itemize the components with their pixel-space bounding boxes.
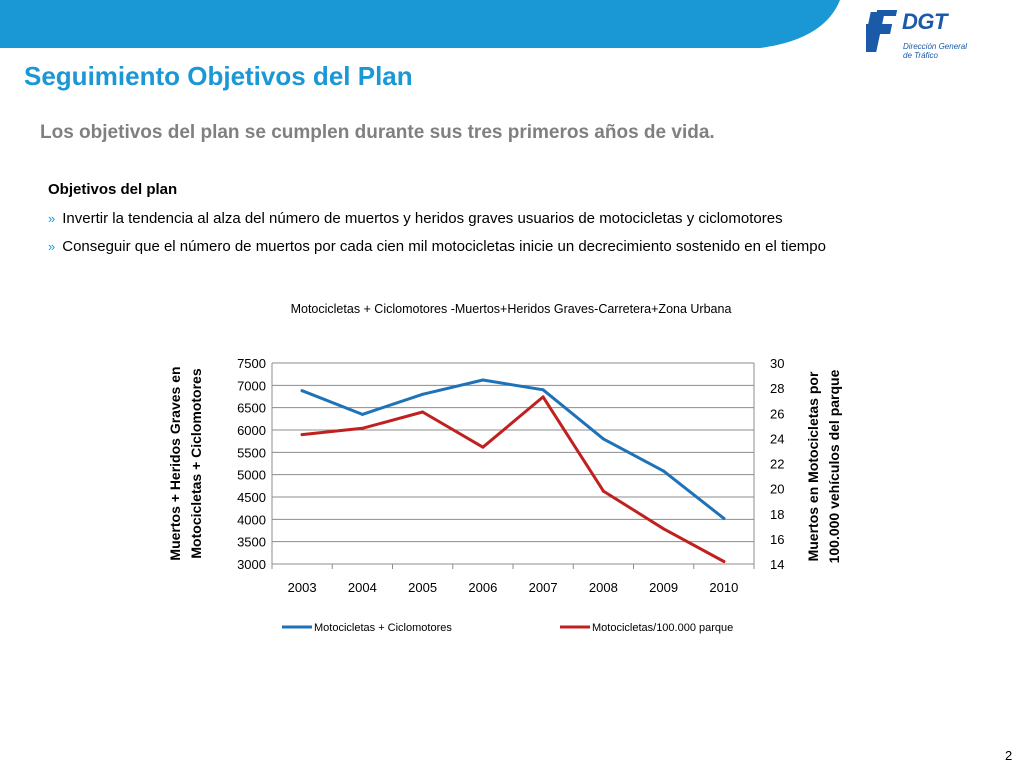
y-left-tick-label: 4500 [237, 490, 266, 505]
y-left-tick-label: 5000 [237, 468, 266, 483]
page-number: 2 [1005, 748, 1013, 763]
y-left-tick-label: 4000 [237, 512, 266, 527]
data-point [360, 412, 364, 416]
data-point [481, 378, 485, 382]
chart-title: Motocicletas + Ciclomotores -Muertos+Her… [291, 302, 732, 316]
y-left-tick-label: 6000 [237, 423, 266, 438]
dgt-logo [866, 10, 898, 52]
bullet-marker: » [48, 239, 56, 254]
logo-subtitle-line1: Dirección General [903, 42, 968, 51]
y-left-axis-label-line2: Motocicletas + Ciclomotores [188, 368, 204, 558]
y-right-tick-label: 18 [770, 507, 784, 522]
objective-item: » Conseguir que el número de muertos por … [48, 237, 826, 265]
legend-label: Motocicletas/100.000 parque [592, 622, 733, 634]
y-right-tick-label: 20 [770, 482, 784, 497]
logo-subtitle-line2: de Tráfico [903, 51, 938, 60]
logo-subtitle: Dirección General de Tráfico [903, 42, 967, 60]
bullet-marker: » [48, 211, 56, 226]
y-left-tick-label: 3000 [237, 557, 266, 572]
x-tick-label: 2005 [408, 580, 437, 595]
y-right-tick-label: 22 [770, 457, 784, 472]
data-point [421, 392, 425, 396]
objectives-list: » Invertir la tendencia al alza del númer… [48, 209, 826, 265]
y-right-tick-label: 28 [770, 381, 784, 396]
y-left-tick-label: 7500 [237, 356, 266, 371]
x-tick-label: 2010 [709, 580, 738, 595]
y-left-tick-label: 7000 [237, 378, 266, 393]
y-right-tick-label: 24 [770, 431, 784, 446]
legend-label: Motocicletas + Ciclomotores [314, 622, 452, 634]
header-band [0, 0, 840, 48]
data-point [722, 516, 726, 520]
y-right-axis-label-line2: 100.000 vehículos del parque [826, 369, 842, 563]
page-subtitle: Los objetivos del plan se cumplen durant… [40, 122, 715, 143]
data-point [541, 388, 545, 392]
x-tick-label: 2008 [589, 580, 618, 595]
y-right-axis-label-line1: Muertos en Motocicletas por [805, 371, 821, 561]
data-point [601, 437, 605, 441]
x-tick-label: 2009 [649, 580, 678, 595]
objective-item: » Invertir la tendencia al alza del númer… [48, 209, 826, 237]
y-right-tick-label: 26 [770, 406, 784, 421]
y-right-tick-label: 14 [770, 557, 784, 572]
objectives-heading: Objetivos del plan [48, 181, 178, 198]
data-point [662, 469, 666, 473]
y-left-tick-label: 6500 [237, 401, 266, 416]
logo-text: DGT [902, 9, 947, 34]
y-right-tick-label: 30 [770, 356, 784, 371]
data-point [601, 489, 605, 493]
y-left-tick-label: 5500 [237, 445, 266, 460]
y-left-tick-label: 3500 [237, 535, 266, 550]
data-point [481, 445, 485, 449]
data-point [722, 559, 726, 563]
data-point [300, 389, 304, 393]
y-right-tick-label: 16 [770, 532, 784, 547]
x-tick-label: 2004 [348, 580, 377, 595]
data-point [541, 395, 545, 399]
objective-text: Invertir la tendencia al alza del número… [62, 210, 783, 227]
page-title: Seguimiento Objetivos del Plan [24, 61, 413, 91]
data-point [421, 410, 425, 414]
data-point [662, 527, 666, 531]
y-left-axis-label-line1: Muertos + Heridos Graves en [167, 366, 183, 560]
objective-text: Conseguir que el número de muertos por c… [62, 238, 826, 255]
series-line-motocicletas-parque [300, 395, 726, 563]
x-tick-label: 2007 [529, 580, 558, 595]
x-tick-label: 2006 [468, 580, 497, 595]
data-point [300, 433, 304, 437]
series-line-motocicletas-ciclomotores [300, 378, 726, 520]
x-tick-label: 2003 [288, 580, 317, 595]
data-point [360, 426, 364, 430]
